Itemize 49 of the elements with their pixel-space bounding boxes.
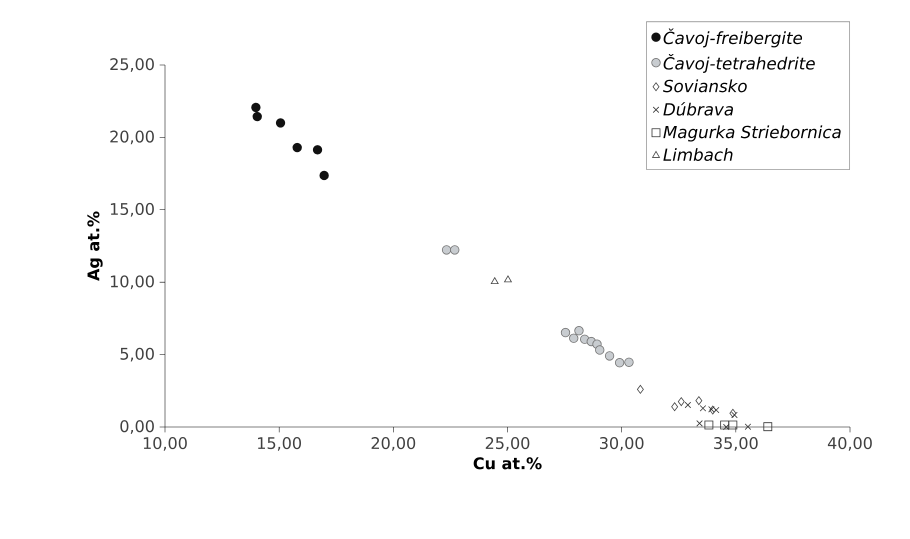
point: [704, 420, 714, 430]
point: [569, 334, 578, 343]
x-tick-label: 15,00: [258, 437, 301, 451]
point: [574, 326, 584, 336]
point: [442, 245, 452, 255]
point: [252, 112, 262, 122]
y-tick-label: 15,00: [110, 202, 154, 217]
y-tick-label: 0,00: [120, 420, 154, 434]
point: [678, 397, 685, 406]
point: [671, 402, 678, 412]
point: [319, 170, 329, 180]
x-tick-label: 10,00: [144, 437, 187, 451]
point: [490, 277, 499, 284]
x-tick-label: 20,00: [372, 437, 416, 451]
legend-label: Magurka Striebornica: [663, 125, 841, 142]
point: [560, 328, 570, 338]
point: [251, 102, 261, 112]
x-tick-label: 35,00: [714, 437, 758, 451]
point: [684, 402, 692, 408]
x-tick-label: 30,00: [600, 437, 644, 451]
point: [744, 423, 752, 430]
point: [595, 345, 604, 355]
point: [696, 420, 703, 427]
point: [731, 412, 738, 418]
y-tick-label: 5,00: [120, 348, 154, 362]
y-tick-label: 20,00: [110, 130, 154, 144]
point: [763, 422, 772, 432]
point: [276, 118, 286, 128]
point: [292, 142, 302, 152]
point: [700, 405, 706, 412]
x-tick-label: 25,00: [486, 437, 530, 451]
y-tick-label: 25,00: [110, 58, 154, 72]
point: [614, 358, 624, 368]
point: [624, 358, 634, 367]
point: [504, 275, 512, 282]
legend-label: Čavoj-tetrahedrite: [664, 54, 815, 73]
y-tick-label: 10,00: [110, 275, 154, 290]
legend-label: Limbach: [663, 148, 732, 161]
legend-label: Čavoj-freibergite: [664, 28, 802, 48]
legend-label: Soviansko: [663, 79, 747, 92]
point: [450, 245, 460, 255]
point: [636, 384, 644, 394]
point: [695, 396, 702, 406]
y-axis-title: Ag at.%: [87, 212, 103, 281]
point: [312, 145, 322, 155]
x-axis-title: Cu at.%: [474, 457, 542, 470]
point: [604, 351, 614, 361]
legend-label: Dúbrava: [663, 102, 733, 116]
x-tick-label: 40,00: [828, 437, 872, 451]
